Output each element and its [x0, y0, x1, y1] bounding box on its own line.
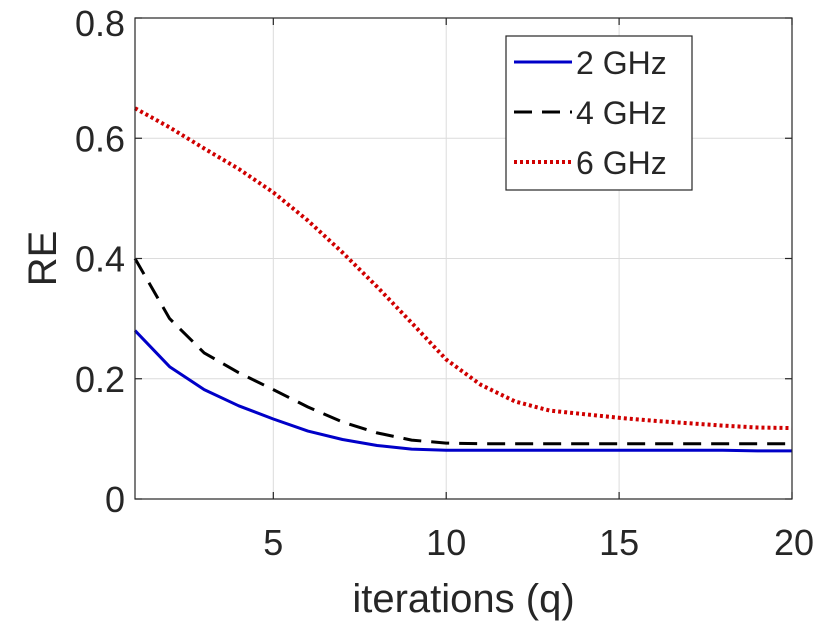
x-tick-label: 20 [774, 522, 814, 563]
grid-lines [135, 17, 793, 500]
x-tick-label: 5 [263, 522, 283, 563]
series-line-6-ghz [134, 106, 793, 431]
series-line-2-ghz [133, 329, 792, 453]
axis-ticks: 5 10 15 20 0 0.2 0.4 0.6 0.8 [75, 3, 814, 563]
legend-label: 4 GHz [576, 95, 667, 131]
data-series [133, 106, 793, 453]
y-tick-label: 0.6 [75, 118, 125, 159]
y-tick-label: 0.8 [75, 3, 125, 44]
series-line-4-ghz [133, 257, 792, 446]
legend-label: 2 GHz [576, 45, 667, 81]
x-axis-label: iterations (q) [352, 577, 574, 621]
legend: 2 GHz 4 GHz 6 GHz [505, 35, 693, 191]
y-tick-label: 0.2 [75, 359, 125, 400]
x-tick-label: 15 [599, 522, 639, 563]
legend-label: 6 GHz [576, 145, 667, 181]
x-tick-label: 10 [426, 522, 466, 563]
y-axis-label: RE [21, 231, 65, 287]
y-tick-label: 0 [105, 479, 125, 520]
y-tick-label: 0.4 [75, 239, 125, 280]
